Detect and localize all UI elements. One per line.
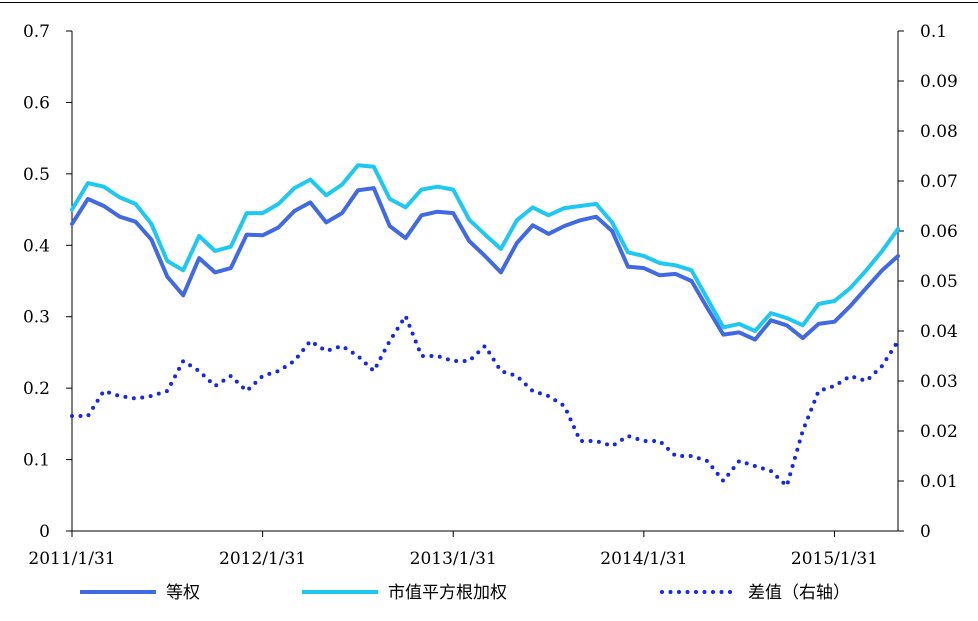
series-line-2 (70, 314, 900, 488)
y-right-tick-label: 0.04 (920, 322, 958, 342)
y-right-tick-label: 0.09 (920, 72, 958, 92)
y-right-tick-label: 0.07 (920, 172, 958, 192)
legend: 等权 市值平方根加权 差值（右轴） (80, 583, 850, 603)
y-right-tick-label: 0.01 (920, 472, 958, 492)
axes: 0 0.1 0.2 0.3 0.4 0.5 0.6 0.7 0 0.01 0.02 0.03 0.04 0… (23, 22, 958, 569)
y-right-tick-label: 0.1 (920, 22, 947, 42)
x-tick-label: 2013/1/31 (410, 549, 497, 569)
y-right-tick-label: 0 (920, 522, 931, 542)
y-left-tick-label: 0 (39, 522, 50, 542)
top-border-line (0, 2, 978, 3)
y-left-tick-label: 0.4 (23, 236, 50, 256)
x-tick-label: 2011/1/31 (28, 549, 115, 569)
y-left-tick-label: 0.1 (23, 451, 50, 471)
y-right-tick-label: 0.08 (920, 122, 958, 142)
series-line-0 (70, 186, 900, 342)
legend-label-1: 市值平方根加权 (388, 583, 507, 603)
y-left-tick-label: 0.6 (23, 93, 50, 113)
x-tick-label: 2012/1/31 (219, 549, 306, 569)
y-right-tick-label: 0.05 (920, 272, 958, 292)
legend-label-0: 等权 (166, 583, 200, 603)
series-lines (70, 163, 900, 488)
y-right-tick-label: 0.03 (920, 372, 958, 392)
series-line-1 (70, 163, 900, 333)
y-left-tick-label: 0.3 (23, 308, 50, 328)
y-left-tick-label: 0.2 (23, 379, 50, 399)
x-tick-label: 2014/1/31 (600, 549, 687, 569)
y-right-tick-label: 0.06 (920, 222, 958, 242)
y-left-tick-label: 0.5 (23, 165, 50, 185)
x-tick-label: 2015/1/31 (791, 549, 878, 569)
y-right-tick-label: 0.02 (920, 422, 958, 442)
legend-label-2: 差值（右轴） (748, 583, 850, 603)
y-left-tick-label: 0.7 (23, 22, 50, 42)
